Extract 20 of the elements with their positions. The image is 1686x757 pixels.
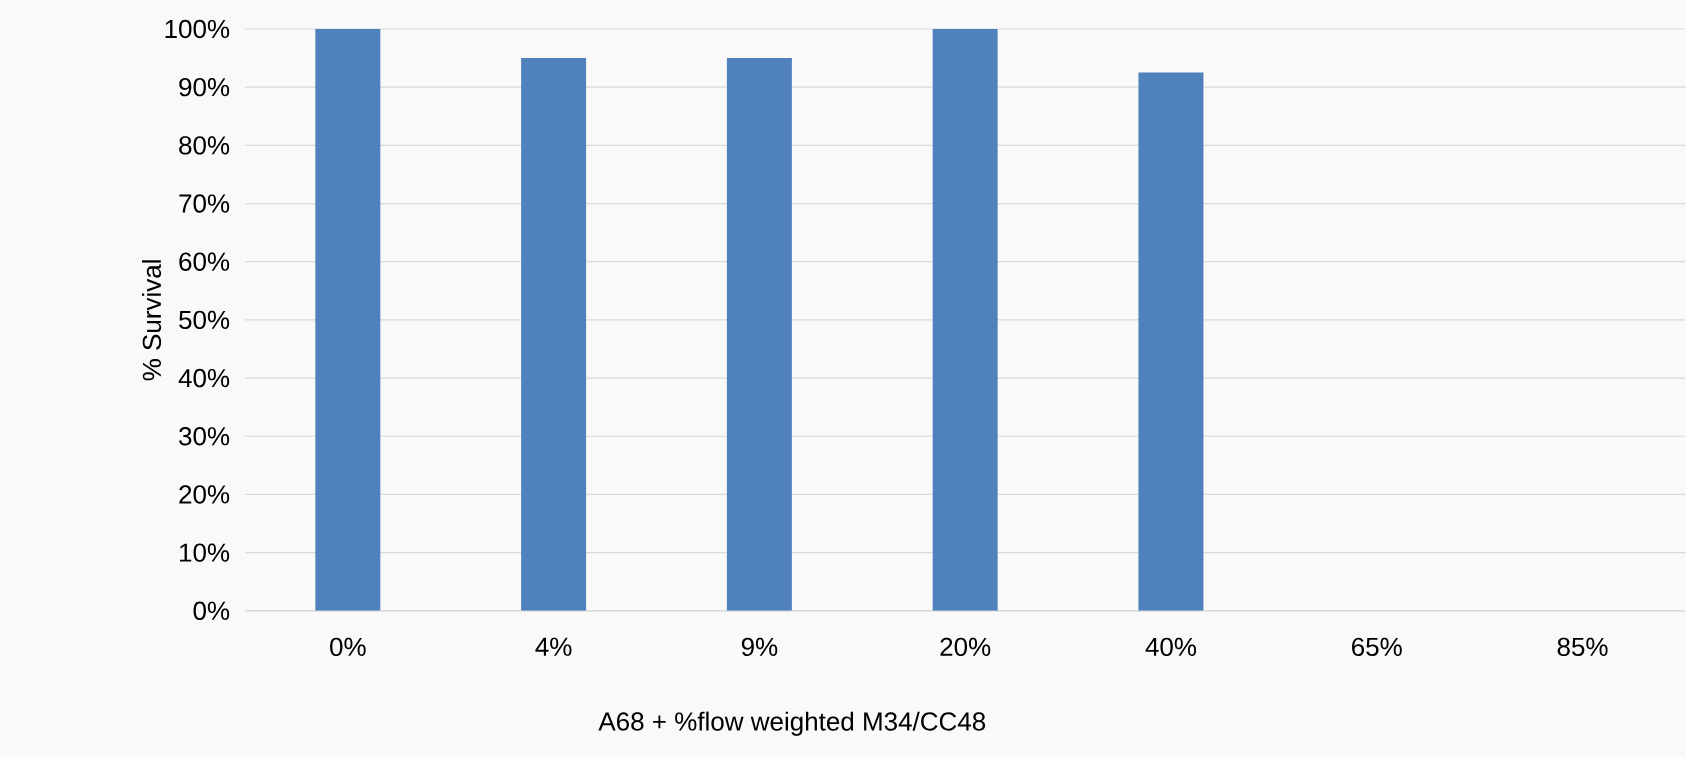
y-tick-label: 100%: [165, 19, 230, 39]
y-tick-label: 60%: [179, 252, 230, 272]
x-tick-label: 0%: [330, 637, 366, 657]
x-tick-label: 40%: [1145, 637, 1197, 657]
y-tick-label: 20%: [179, 485, 230, 504]
y-tick-label: 50%: [179, 310, 230, 330]
x-tick-label: 4%: [535, 637, 572, 656]
x-tick-label: 65%: [1352, 637, 1402, 657]
y-tick-label: 0%: [193, 601, 230, 621]
y-tick-label: 10%: [180, 543, 230, 562]
y-tick-label: 30%: [179, 427, 230, 446]
y-axis-title: % Survival: [142, 260, 162, 381]
y-tick-label: 80%: [179, 136, 230, 155]
x-tick-label: 20%: [940, 637, 991, 657]
y-tick-label: 90%: [179, 78, 230, 97]
y-tick-label: 70%: [179, 194, 230, 213]
x-axis-title: A68 + %flow weighted M34/CC48: [598, 711, 986, 736]
x-tick-label: 9%: [741, 637, 778, 657]
y-tick-label: 40%: [178, 368, 230, 388]
x-tick-label: 85%: [1557, 637, 1608, 657]
